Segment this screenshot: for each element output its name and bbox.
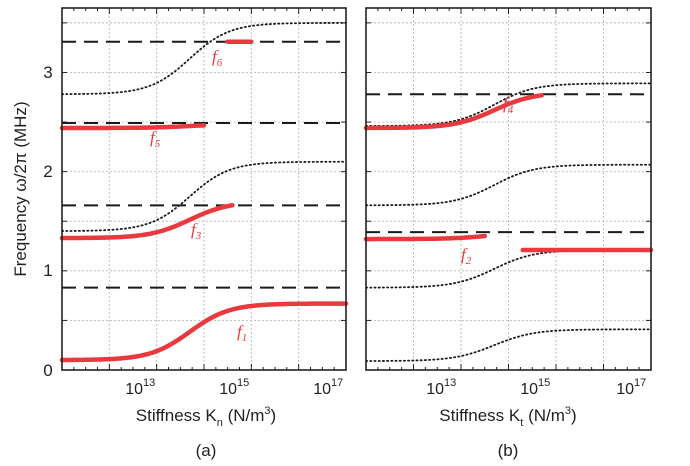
x-tick-exp-a-17: 17 — [331, 377, 343, 389]
mode-sub: 5 — [155, 138, 161, 150]
x-tick-base: 10 — [616, 381, 634, 398]
mode-letter: f — [461, 245, 468, 264]
mode-letter: f — [150, 128, 157, 147]
y-axis-label-prefix: Frequency — [11, 196, 30, 277]
panel-b: 10 13 10 15 10 17 f2 f4 Stiffness Kt (N/… — [363, 7, 654, 460]
mode-sub: 1 — [242, 332, 248, 344]
x-axis-label-a: Stiffness Kn (N/m3) — [136, 405, 276, 429]
panel-b-ticks — [365, 8, 652, 371]
x-axis-label-unit-sup: 3 — [565, 405, 571, 417]
panel-a-dotted-curves — [61, 22, 347, 232]
panel-a: 0 1 2 3 10 13 10 15 10 17 f1 f3 f5 f6 Fr… — [11, 7, 349, 460]
x-axis-label-unit: (N/m — [228, 406, 265, 425]
x-tick-label-b-15: 10 — [520, 381, 538, 398]
y-axis-label-math: ω/2π — [11, 152, 30, 191]
y-axis-label: Frequency ω/2π (MHz) — [11, 101, 30, 276]
red-curve — [59, 123, 207, 131]
x-axis-label-var: K — [205, 406, 217, 425]
mode-sub: 4 — [508, 104, 514, 116]
x-tick-base: 10 — [219, 381, 237, 398]
x-axis-label-unit: (N/m — [528, 406, 565, 425]
dotted-curve — [61, 22, 347, 96]
y-axis-label-unit: (MHz) — [11, 101, 30, 147]
x-tick-label-b-13: 10 — [426, 381, 444, 398]
x-axis-label-var: K — [509, 406, 521, 425]
mode-sub: 2 — [466, 255, 472, 267]
x-tick-exp-b-15: 15 — [538, 377, 550, 389]
mode-label-f6: f6 — [212, 47, 223, 69]
mode-sub: 3 — [195, 230, 202, 242]
panel-caption-b: (b) — [498, 441, 519, 460]
mode-label-f4: f4 — [503, 94, 514, 116]
mode-letter: f — [191, 220, 198, 239]
mode-label-f3: f3 — [191, 220, 202, 242]
panel-b-red-curves — [363, 93, 654, 253]
x-axis-label-b: Stiffness Kt (N/m3) — [439, 405, 576, 429]
x-axis-label-prefix: Stiffness — [136, 406, 201, 425]
red-curve — [363, 93, 544, 131]
mode-sub: 6 — [217, 57, 223, 69]
x-tick-exp-b-17: 17 — [634, 377, 646, 389]
x-tick-exp-a-13: 13 — [143, 377, 155, 389]
x-axis-label-unit-end: ) — [571, 406, 577, 425]
mode-letter: f — [237, 322, 244, 341]
x-axis-label-sub: t — [520, 417, 523, 429]
x-tick-label-a-17: 10 — [313, 381, 331, 398]
mode-label-f1: f1 — [237, 322, 247, 344]
dotted-curve — [365, 163, 652, 207]
mode-label-f5: f5 — [150, 128, 161, 150]
x-tick-base: 10 — [313, 381, 331, 398]
y-tick-label-2: 2 — [43, 162, 52, 181]
y-tick-label-0: 0 — [43, 361, 52, 380]
panel-b-grid — [366, 8, 651, 370]
x-tick-base: 10 — [426, 381, 444, 398]
red-curve — [59, 301, 349, 363]
mode-letter: f — [503, 94, 510, 113]
x-tick-base: 10 — [520, 381, 538, 398]
red-curve — [59, 203, 235, 241]
panel-b-dashed-lines — [366, 93, 651, 234]
x-axis-label-prefix: Stiffness — [439, 406, 504, 425]
panel-caption-a: (a) — [196, 441, 217, 460]
red-curve — [363, 233, 487, 242]
dotted-curve — [365, 328, 652, 362]
dotted-curve — [61, 160, 347, 232]
y-tick-label-3: 3 — [43, 63, 52, 82]
x-tick-label-b-17: 10 — [616, 381, 634, 398]
x-axis-label-unit-sup: 3 — [264, 405, 270, 417]
x-tick-base: 10 — [125, 381, 143, 398]
x-tick-label-a-15: 10 — [219, 381, 237, 398]
x-axis-label-unit-end: ) — [271, 406, 277, 425]
x-tick-exp-a-15: 15 — [237, 377, 249, 389]
panel-a-dashed-lines — [62, 40, 346, 289]
x-tick-exp-b-13: 13 — [444, 377, 456, 389]
y-tick-label-1: 1 — [43, 261, 52, 280]
mode-letter: f — [212, 47, 219, 66]
panel-a-red-curves — [59, 39, 349, 363]
x-tick-label-a-13: 10 — [125, 381, 143, 398]
mode-label-f2: f2 — [461, 245, 472, 267]
panel-a-ticks — [61, 8, 347, 371]
x-axis-label-sub: n — [217, 417, 223, 429]
